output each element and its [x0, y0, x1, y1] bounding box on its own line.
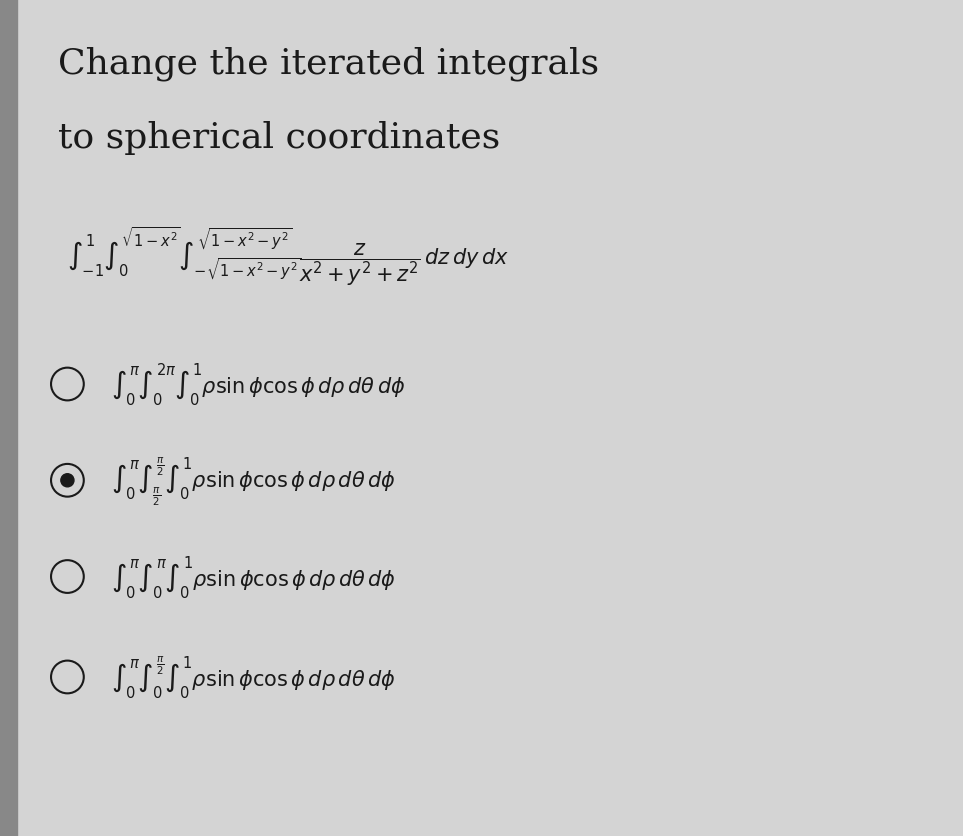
Text: Change the iterated integrals: Change the iterated integrals	[58, 46, 599, 80]
Text: $\int_{-1}^{1}\int_{0}^{\sqrt{1-x^2}}\int_{-\sqrt{1-x^2-y^2}}^{\sqrt{1-x^2-y^2}}: $\int_{-1}^{1}\int_{0}^{\sqrt{1-x^2}}\in…	[67, 226, 509, 288]
Text: $\int_0^{\pi}\int_0^{2\pi}\int_0^{1} \rho\sin\phi\cos\phi\,d\rho\,d\theta\,d\phi: $\int_0^{\pi}\int_0^{2\pi}\int_0^{1} \rh…	[111, 361, 405, 408]
Text: $\int_0^{\pi}\int_{\frac{\pi}{2}}^{\frac{\pi}{2}}\int_0^{1} \rho\sin\phi\cos\phi: $\int_0^{\pi}\int_{\frac{\pi}{2}}^{\frac…	[111, 455, 396, 507]
Bar	[0, 0, 17, 836]
Text: $\int_0^{\pi}\int_0^{\pi}\int_0^{1} \rho\sin\phi\cos\phi\,d\rho\,d\theta\,d\phi$: $\int_0^{\pi}\int_0^{\pi}\int_0^{1} \rho…	[111, 553, 396, 600]
Text: to spherical coordinates: to spherical coordinates	[58, 121, 500, 155]
Text: $\int_0^{\pi}\int_0^{\frac{\pi}{2}}\int_0^{1} \rho\sin\phi\cos\phi\,d\rho\,d\the: $\int_0^{\pi}\int_0^{\frac{\pi}{2}}\int_…	[111, 654, 396, 701]
Ellipse shape	[61, 474, 74, 487]
